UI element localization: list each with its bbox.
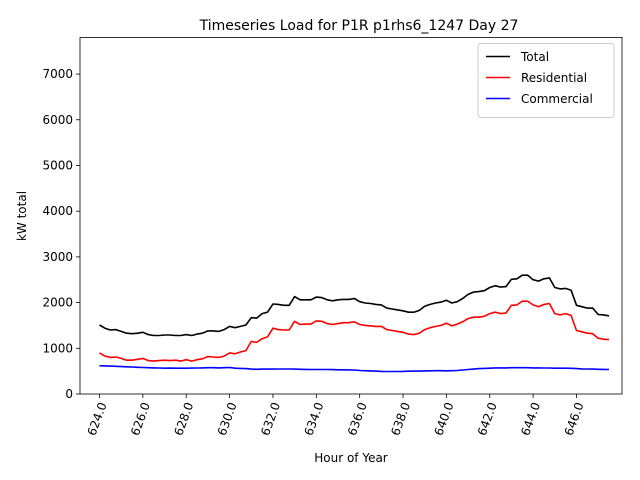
y-axis-label: kW total — [15, 191, 29, 241]
x-tick-label: 634.0 — [302, 400, 327, 437]
chart-title: Timeseries Load for P1R p1rhs6_1247 Day … — [199, 18, 519, 34]
legend: Total Residential Commercial — [477, 43, 615, 118]
legend-label-total: Total — [520, 50, 549, 64]
y-tick-label: 7000 — [42, 67, 73, 81]
x-tick-label: 638.0 — [388, 400, 413, 437]
x-tick-label: 628.0 — [171, 400, 196, 437]
x-tick-label: 640.0 — [432, 400, 457, 437]
plot-frame — [79, 37, 623, 395]
y-tick-label: 5000 — [42, 158, 73, 172]
x-tick-label: 644.0 — [518, 400, 543, 437]
x-tick-label: 636.0 — [345, 400, 370, 437]
y-tick-label: 6000 — [42, 113, 73, 127]
y-tick-label: 2000 — [42, 296, 73, 310]
y-tick-label: 1000 — [42, 341, 73, 355]
y-tick-label: 3000 — [42, 250, 73, 264]
y-tick-label: 0 — [65, 387, 73, 401]
x-tick-label: 626.0 — [128, 400, 153, 437]
y-tick-label: 4000 — [42, 204, 73, 218]
legend-label-residential: Residential — [521, 71, 587, 85]
series-layer — [99, 274, 610, 373]
x-tick-label: 632.0 — [258, 400, 283, 437]
series-line-total — [99, 274, 610, 337]
x-tick-label: 630.0 — [215, 400, 240, 437]
x-axis-label: Hour of Year — [314, 451, 388, 465]
legend-box — [477, 43, 615, 118]
x-tick-label: 642.0 — [475, 400, 500, 437]
y-axis-ticks: 0 1000 2000 3000 4000 5000 6000 7000 — [42, 67, 80, 401]
plot-area — [79, 37, 623, 395]
x-tick-label: 624.0 — [85, 400, 110, 437]
series-line-residential — [99, 300, 610, 362]
x-tick-label: 646.0 — [562, 400, 587, 437]
x-axis-ticks: 624.0 626.0 628.0 630.0 632.0 634.0 636.0 638.0… — [85, 394, 587, 438]
legend-label-commercial: Commercial — [521, 92, 593, 106]
series-line-commercial — [99, 364, 610, 373]
